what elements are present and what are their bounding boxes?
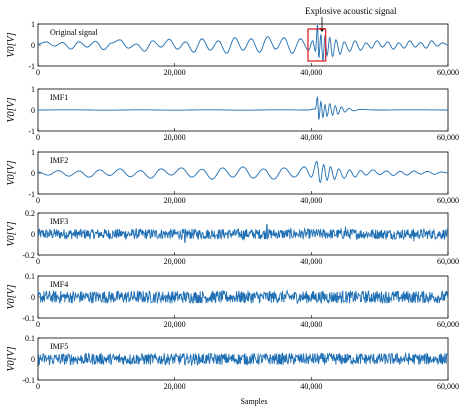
x-tick-label: 40,000	[300, 382, 322, 391]
y-tick-label: 1	[31, 148, 35, 157]
x-tick-label: 0	[36, 257, 40, 266]
series-line	[37, 224, 449, 243]
x-tick-label: 0	[36, 320, 40, 329]
x-tick-label: 40,000	[300, 257, 322, 266]
x-tick-label: 0	[36, 68, 40, 77]
x-tick-label: 60,000	[437, 133, 459, 142]
annotation-text: Explosive acoustic signal	[305, 6, 397, 16]
series-line	[37, 289, 449, 305]
x-tick-label: 60,000	[437, 68, 459, 77]
panel-frame	[37, 151, 449, 195]
y-tick-label: -1	[28, 127, 35, 136]
y-axis-label: V0[V]	[6, 221, 17, 246]
y-tick-label: -0.1	[22, 376, 35, 385]
y-tick-label: -0.1	[22, 314, 35, 323]
x-tick-label: 40,000	[300, 196, 322, 205]
y-tick-label: 1	[31, 85, 35, 94]
y-axis-label: V0[V]	[6, 346, 17, 371]
y-tick-label: 0	[31, 41, 35, 50]
x-tick-label: 0	[36, 196, 40, 205]
y-tick-label: -0.2	[22, 251, 35, 260]
highlight-box	[307, 28, 327, 62]
x-tick-label: 60,000	[437, 382, 459, 391]
panel-label: IMF1	[50, 93, 68, 102]
y-axis-label: V0[V]	[6, 97, 17, 122]
x-tick-label: 40,000	[300, 320, 322, 329]
x-tick-label: 20,000	[164, 196, 186, 205]
y-tick-label: 0	[31, 106, 35, 115]
x-tick-label: 60,000	[437, 257, 459, 266]
y-tick-label: 1	[31, 20, 35, 29]
x-tick-label: 20,000	[164, 320, 186, 329]
x-tick-label: 20,000	[164, 133, 186, 142]
series-line	[37, 351, 449, 367]
panel-label: Original signal	[50, 28, 99, 37]
series-line	[37, 24, 449, 61]
y-tick-label: 0.1	[25, 272, 35, 281]
series-line	[38, 95, 448, 120]
y-tick-label: 0	[31, 293, 35, 302]
x-tick-label: 0	[36, 382, 40, 391]
y-tick-label: -1	[28, 190, 35, 199]
y-axis-label: V0[V]	[6, 160, 17, 185]
x-axis-label: Samples	[240, 397, 267, 406]
x-tick-label: 20,000	[164, 257, 186, 266]
x-tick-label: 20,000	[164, 382, 186, 391]
x-tick-label: 40,000	[300, 133, 322, 142]
y-axis-label: V0[V]	[6, 284, 17, 309]
x-tick-label: 40,000	[300, 68, 322, 77]
y-tick-label: 0	[31, 169, 35, 178]
series-line	[37, 160, 449, 184]
y-tick-label: 0.2	[25, 209, 35, 218]
panel-label: IMF3	[50, 217, 68, 226]
y-tick-label: 0.1	[25, 334, 35, 343]
y-tick-label: 0	[31, 230, 35, 239]
y-tick-label: -1	[28, 62, 35, 71]
y-tick-label: 0	[31, 355, 35, 364]
x-tick-label: 60,000	[437, 196, 459, 205]
panel-label: IMF5	[50, 342, 68, 351]
x-tick-label: 60,000	[437, 320, 459, 329]
y-axis-label: V0[V]	[6, 32, 17, 57]
panel-label: IMF2	[50, 156, 68, 165]
x-tick-label: 0	[36, 133, 40, 142]
panel-label: IMF4	[50, 280, 68, 289]
x-tick-label: 20,000	[164, 68, 186, 77]
